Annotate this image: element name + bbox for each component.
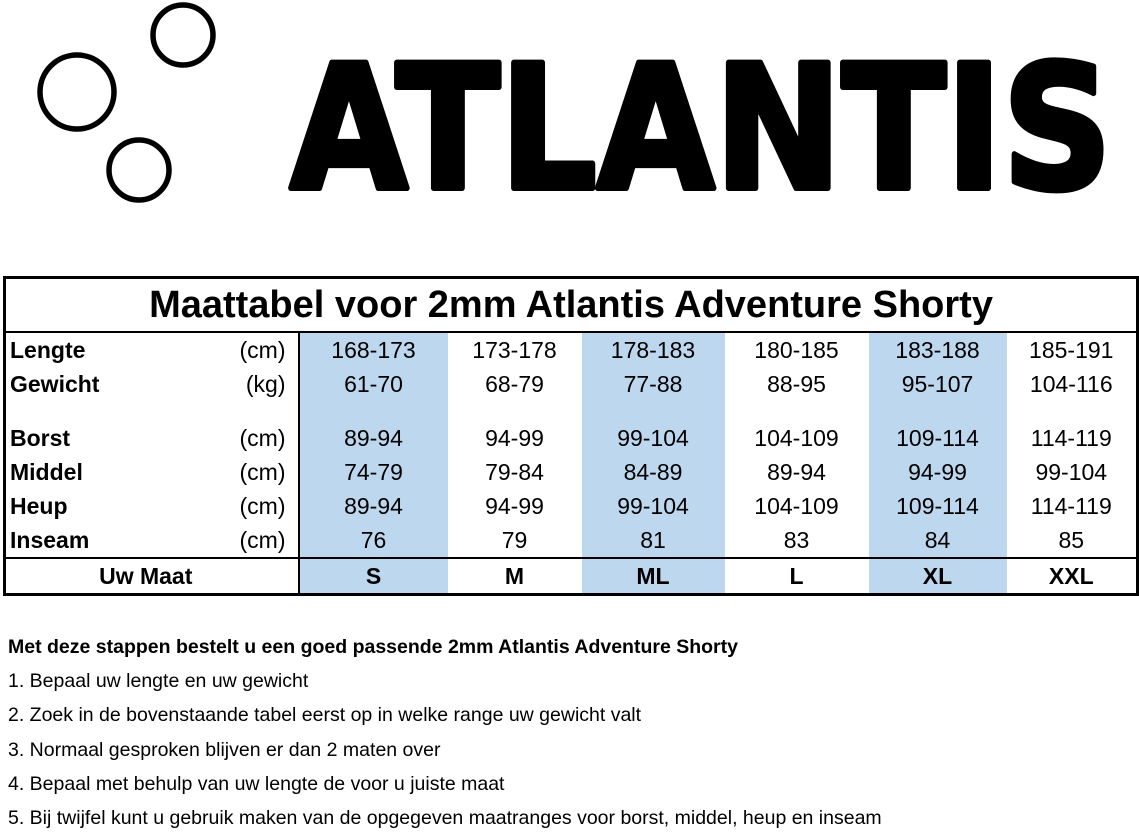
row-label: Gewicht — [10, 371, 100, 397]
step-item: 4. Bepaal met behulp van uw lengte de vo… — [8, 772, 505, 795]
value-cell: 185-191 — [1029, 337, 1114, 363]
value-cell: 95-107 — [868, 367, 1007, 401]
value-cell: 99-104 — [581, 421, 725, 455]
value-cell: 77-88 — [581, 367, 725, 401]
value-cell: 68-79 — [485, 371, 544, 397]
value-cell: 99-104 — [581, 489, 725, 523]
value-cell: 76 — [298, 523, 448, 558]
value-cell: 104-116 — [1029, 371, 1113, 397]
row-spacer — [5, 401, 1138, 421]
table-row: Borst (cm) 89-94 94-99 99-104 104-109 109-114 1… — [5, 421, 1138, 455]
row-unit: (cm) — [216, 332, 300, 367]
table-row: Middel (cm) 74-79 79-84 84-89 89-94 94-99 99-10… — [5, 455, 1138, 489]
size-row: Uw Maat S M ML L XL XXL — [4, 557, 1138, 595]
value-cell: 104-109 — [754, 425, 839, 451]
value-cell: 83 — [783, 527, 810, 553]
value-cell: 114-119 — [1030, 493, 1112, 519]
spacer-cell — [725, 401, 869, 421]
size-cell: XL — [868, 557, 1007, 595]
step-item: 5. Bij twijfel kunt u gebruik maken van … — [8, 807, 882, 830]
value-cell: 94-99 — [485, 493, 544, 519]
value-cell: 183-188 — [868, 332, 1007, 367]
value-cell: 84 — [868, 523, 1007, 558]
value-cell: 109-114 — [868, 421, 1007, 455]
size-cell: S — [298, 557, 448, 595]
steps-heading: Met deze stappen bestelt u een goed pass… — [8, 636, 738, 658]
value-cell: 178-183 — [581, 332, 725, 367]
atlantis-logo: ATLANTIS — [37, 2, 1115, 230]
table-row: Lengte (cm) 168-173 173-178 178-183 180-185 18… — [5, 332, 1138, 367]
value-cell: 81 — [581, 523, 725, 558]
value-cell: 89-94 — [298, 489, 448, 523]
value-cell: 61-70 — [298, 367, 448, 401]
value-cell: 104-109 — [754, 493, 839, 519]
table-row: Gewicht (kg) 61-70 68-79 77-88 88-95 95-107 104… — [5, 367, 1138, 401]
spacer-cell — [298, 401, 448, 421]
row-label: Borst — [10, 425, 71, 451]
row-unit: (cm) — [216, 523, 300, 558]
size-cell: M — [447, 557, 582, 595]
row-unit: (cm) — [216, 455, 300, 489]
value-cell: 114-119 — [1030, 425, 1112, 451]
value-cell: 99-104 — [1035, 459, 1108, 485]
value-cell: 89-94 — [767, 459, 826, 485]
size-label: Uw Maat — [4, 557, 300, 595]
order-steps: Met deze stappen bestelt u een goed pass… — [8, 630, 882, 835]
value-cell: 79 — [501, 527, 528, 553]
table-row: Inseam (cm) 76 79 81 83 84 85 — [5, 523, 1138, 558]
size-cell: L — [724, 557, 869, 595]
spacer-cell — [868, 401, 1007, 421]
step-item: 2. Zoek in de bovenstaande tabel eerst o… — [8, 704, 642, 727]
value-cell: 94-99 — [868, 455, 1007, 489]
spacer-cell — [216, 401, 300, 421]
step-item: 3. Normaal gesproken blijven er dan 2 ma… — [8, 738, 441, 761]
row-unit: (kg) — [216, 367, 300, 401]
value-cell: 109-114 — [868, 489, 1007, 523]
size-table: Maattabel voor 2mm Atlantis Adventure Sh… — [3, 276, 1139, 596]
value-cell: 180-185 — [754, 337, 839, 363]
value-cell: 74-79 — [298, 455, 448, 489]
logo-text: ATLANTIS — [290, 28, 1112, 229]
bubble-icon — [37, 52, 117, 132]
row-unit: (cm) — [216, 421, 300, 455]
bubble-icon — [106, 137, 172, 203]
value-cell: 79-84 — [485, 459, 544, 485]
row-unit: (cm) — [216, 489, 300, 523]
size-cell: ML — [581, 557, 725, 595]
value-cell: 84-89 — [581, 455, 725, 489]
table-title: Maattabel voor 2mm Atlantis Adventure Sh… — [4, 277, 1138, 333]
row-label: Heup — [10, 493, 68, 519]
row-label: Inseam — [10, 527, 90, 553]
spacer-cell — [5, 401, 217, 421]
spacer-cell — [581, 401, 725, 421]
value-cell: 85 — [1058, 527, 1085, 553]
value-cell: 168-173 — [298, 332, 448, 367]
value-cell: 89-94 — [298, 421, 448, 455]
size-cell: XXL — [1006, 557, 1138, 595]
bubble-icon — [150, 2, 216, 68]
table-row: Heup (cm) 89-94 94-99 99-104 104-109 109-114 11… — [5, 489, 1138, 523]
row-label: Lengte — [10, 337, 86, 363]
value-cell: 94-99 — [485, 425, 544, 451]
value-cell: 88-95 — [767, 371, 826, 397]
row-label: Middel — [10, 459, 83, 485]
value-cell: 173-178 — [472, 337, 557, 363]
spacer-cell — [1007, 401, 1138, 421]
spacer-cell — [448, 401, 582, 421]
step-item: 1. Bepaal uw lengte en uw gewicht — [8, 670, 309, 693]
